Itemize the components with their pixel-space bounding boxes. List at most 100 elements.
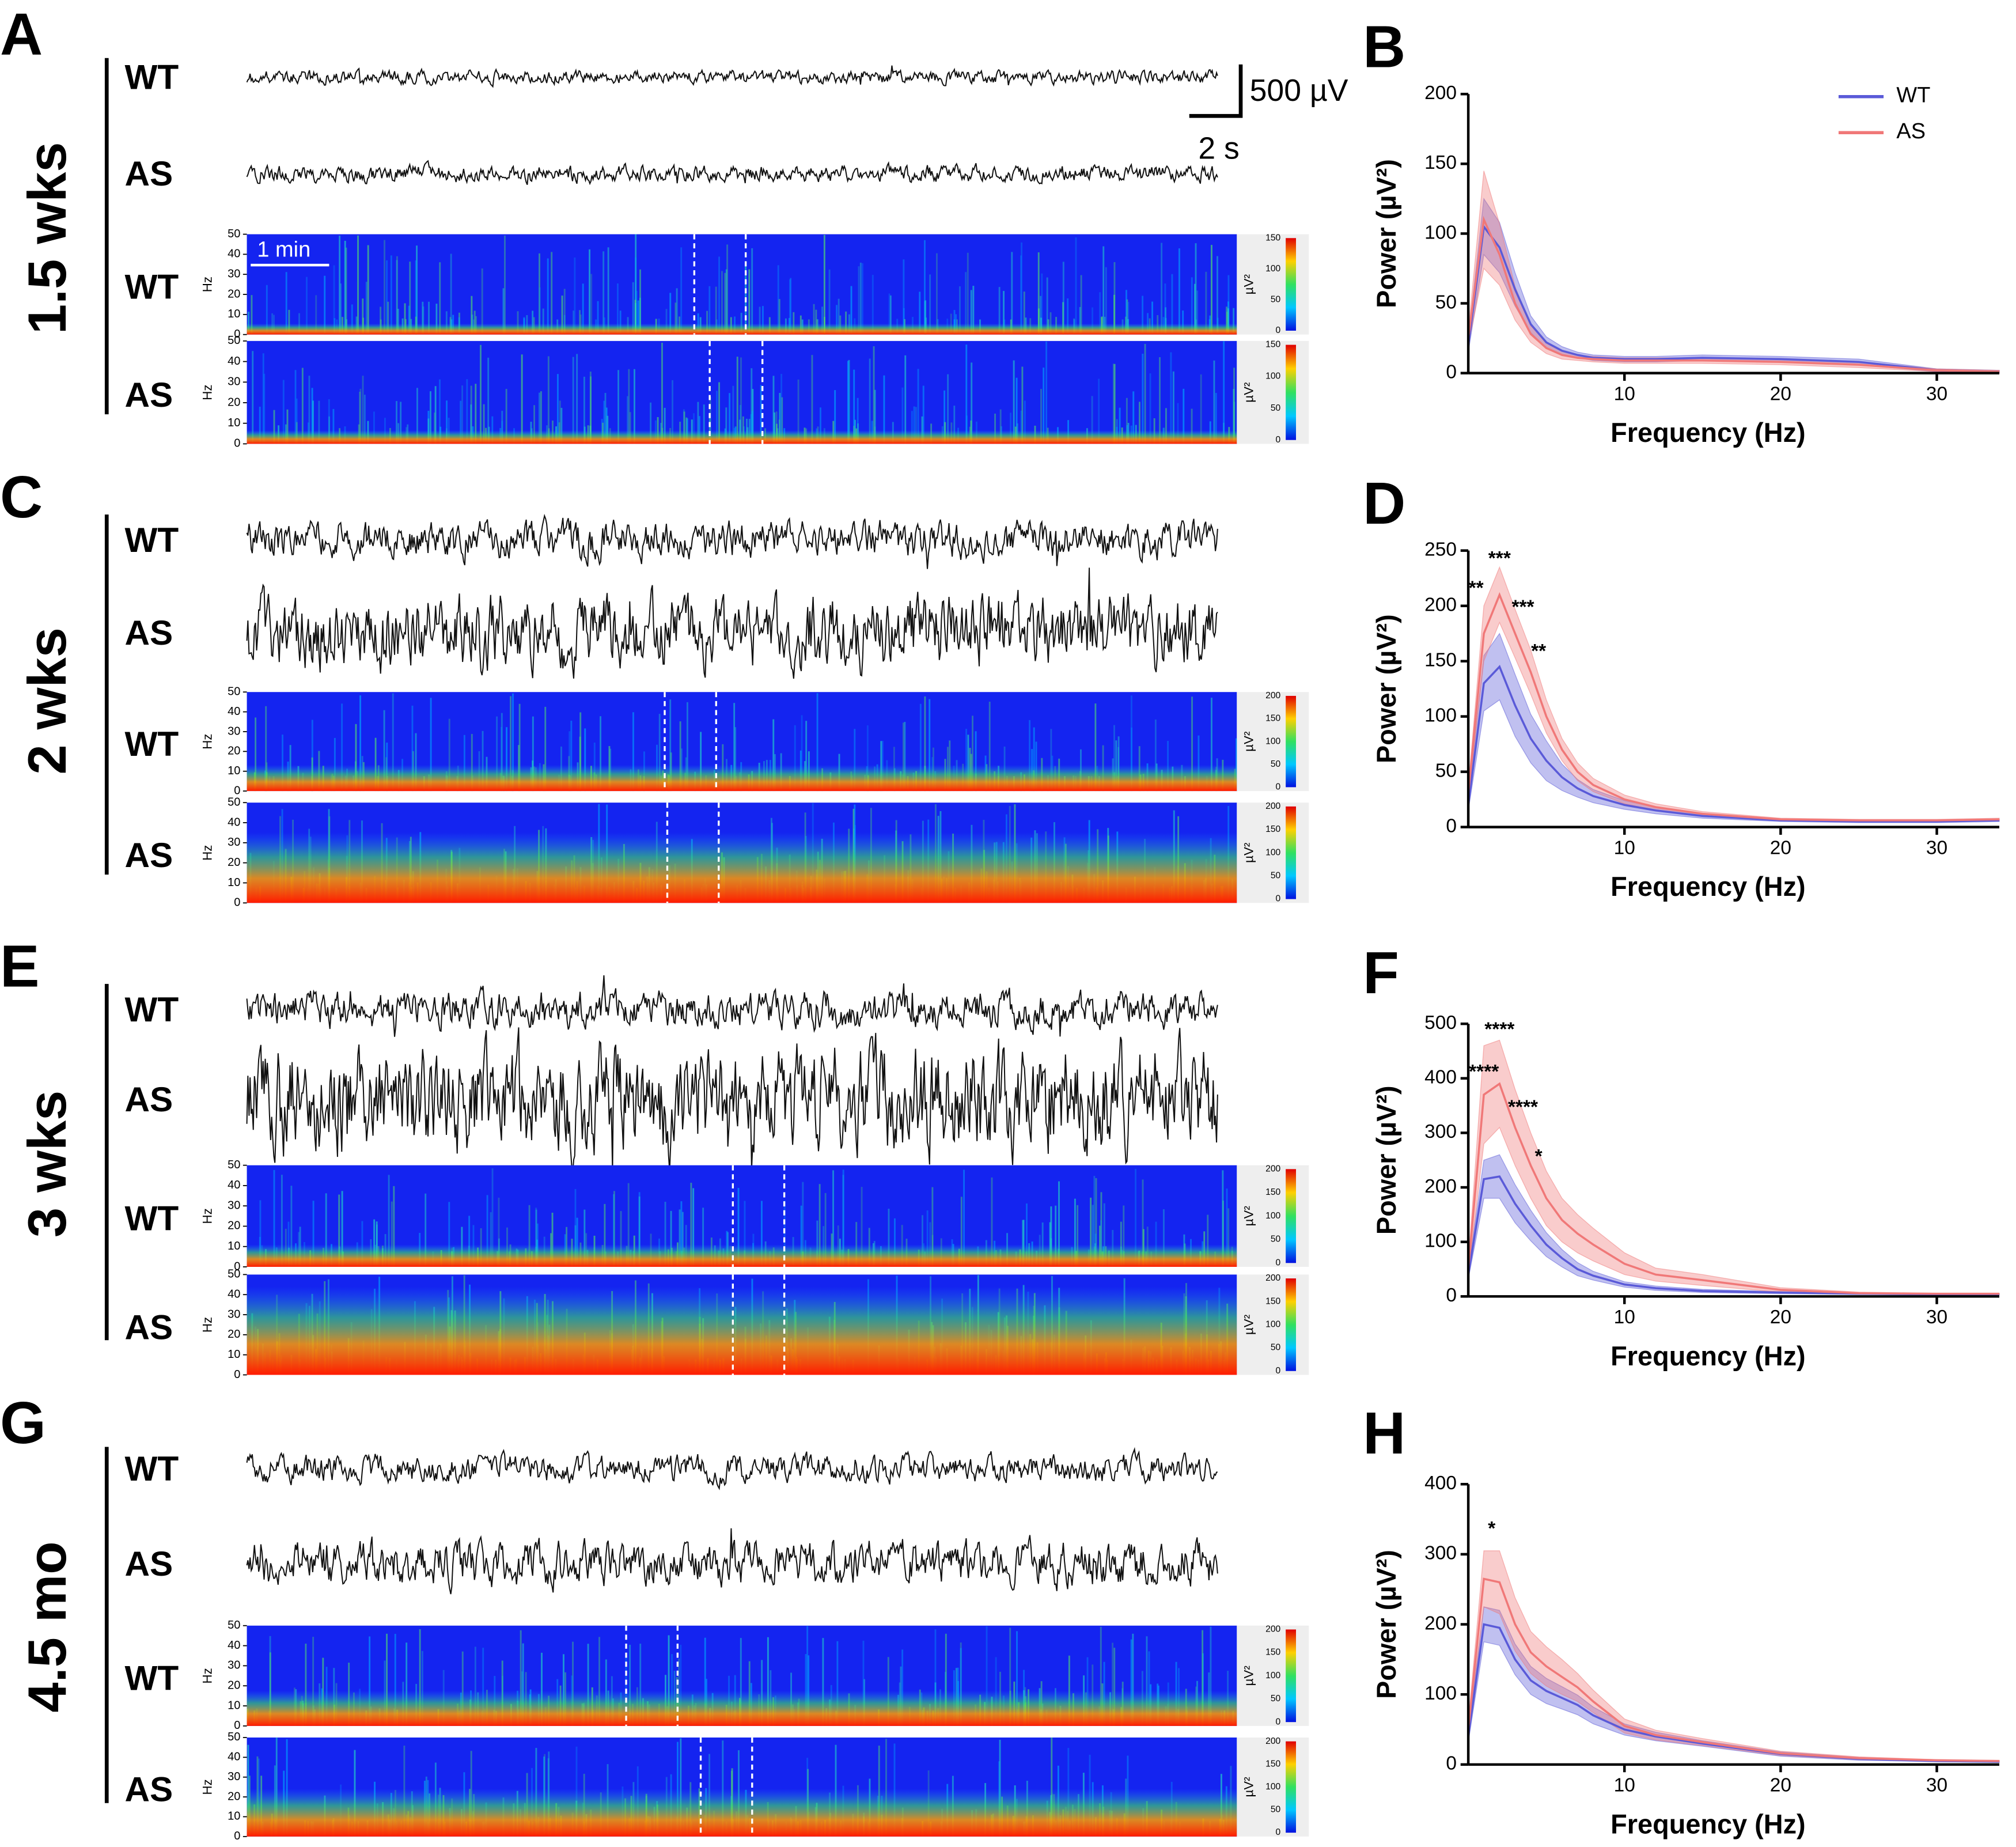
series-line	[1467, 224, 2000, 373]
colorbar-tick-label: 0	[1276, 1827, 1281, 1837]
spectrogram-streak	[1178, 248, 1180, 335]
spectrogram-streak	[392, 693, 394, 792]
spectrogram-streak	[853, 369, 855, 444]
trace-label: WT	[125, 520, 179, 559]
spectrogram-streak	[1040, 296, 1042, 335]
spectrogram-streak	[806, 1626, 809, 1726]
spectrogram-streak	[409, 262, 411, 335]
spectrogram-streak	[589, 371, 592, 444]
x-tick-label: 20	[1770, 383, 1791, 404]
spectrogram-streak	[1130, 1639, 1132, 1726]
spectrogram-streak	[502, 288, 505, 335]
spectrogram-streak	[1033, 727, 1035, 792]
y-tick-label: 10	[228, 876, 240, 889]
spectrogram-streak	[1207, 1214, 1209, 1267]
significance: ****	[1508, 1097, 1538, 1118]
spectrogram-streak	[251, 295, 253, 335]
spectrogram-streak	[572, 1641, 574, 1726]
spectrogram-streak	[676, 288, 678, 335]
spectrogram-streak	[1211, 698, 1212, 792]
x-tick-label: 30	[1926, 837, 1947, 858]
spectrogram-streak	[373, 411, 375, 444]
spectrogram-streak	[1183, 388, 1185, 444]
spectrogram-streak	[924, 240, 926, 335]
spectrogram-streak	[874, 389, 876, 444]
spectrogram-streak	[429, 391, 431, 444]
spectrogram-streak	[498, 1197, 500, 1267]
spectrogram-label: AS	[125, 1307, 173, 1346]
spectrogram-streak	[811, 355, 813, 444]
eeg-trace	[246, 513, 1218, 569]
spectrogram-streak	[725, 269, 727, 335]
spectrogram-streak	[1074, 1198, 1076, 1267]
spectrogram	[247, 340, 1237, 444]
series-line	[1467, 592, 2000, 822]
spectrogram-streak	[636, 290, 638, 335]
spectrogram-streak	[679, 721, 681, 792]
panel-letter: G	[0, 1390, 46, 1456]
spectrogram-streak	[510, 696, 511, 792]
y-tick-label: 200	[1424, 82, 1457, 104]
spectrogram-streak	[1112, 364, 1115, 444]
y-tick-label: 20	[228, 396, 240, 408]
y-tick-label: 0	[234, 437, 240, 450]
colorbar-tick-label: 200	[1265, 1625, 1280, 1634]
y-tick-label: 250	[1424, 539, 1457, 561]
spectrogram-streak	[967, 252, 969, 335]
spectrogram-streak	[341, 703, 343, 792]
spectrogram-streak	[563, 289, 566, 335]
spectrogram-streak	[295, 398, 298, 444]
spectrogram-streak	[311, 388, 313, 444]
spectrogram-streak	[1092, 1205, 1094, 1267]
spectrogram-streak	[1022, 1220, 1025, 1267]
y-tick-label: 0	[234, 328, 240, 340]
spectrogram-streak	[1094, 703, 1097, 792]
y-tick-label: 30	[228, 1659, 240, 1672]
colorbar-label: µV²	[1242, 1206, 1256, 1226]
spectrogram-streak	[603, 400, 605, 444]
spectrogram-streak	[627, 1183, 630, 1267]
spectrogram-streak	[965, 272, 967, 335]
spectrogram-streak	[1151, 301, 1154, 335]
spectrogram-streak	[805, 721, 808, 792]
colorbar-label: µV²	[1242, 383, 1256, 403]
spectrogram-streak	[924, 696, 926, 792]
spectrogram-streak	[1037, 252, 1040, 335]
colorbar-tick-label: 0	[1276, 894, 1281, 904]
spectrogram-streak	[1123, 1205, 1125, 1267]
spectrogram-streak	[1021, 242, 1022, 335]
spectrogram-streak	[396, 256, 398, 335]
spectrogram-streak	[671, 1654, 673, 1726]
spectrogram-streak	[605, 407, 608, 444]
y-tick-label: 10	[228, 417, 240, 429]
spectrogram-streak	[505, 389, 507, 444]
spectrogram-streak	[259, 406, 261, 444]
spectrogram-streak	[561, 296, 563, 335]
error-band	[1468, 633, 2000, 823]
y-tick-label: 20	[228, 287, 240, 300]
spectrogram-streak	[991, 1177, 993, 1267]
spectrogram-streak	[547, 258, 549, 335]
spectrogram-streak	[1144, 343, 1146, 444]
spectrogram-streak	[708, 286, 711, 335]
y-tick-label: 0	[1446, 361, 1457, 383]
spectrogram-label: WT	[125, 1199, 179, 1238]
spectrogram-streak	[857, 398, 859, 444]
spectrogram-streak	[325, 1193, 327, 1267]
spectrogram-streak	[1213, 360, 1215, 444]
spectrogram-streak	[1009, 1628, 1011, 1726]
spectrogram-streak	[338, 1194, 340, 1267]
spectrogram-streak	[1226, 306, 1228, 335]
spectrogram-streak	[1016, 1631, 1018, 1726]
y-tick-label: 150	[1424, 649, 1457, 671]
y-tick-label: 0	[234, 784, 240, 797]
y-tick-label: 20	[228, 1679, 240, 1692]
spectrogram-streak	[607, 415, 609, 444]
spectrogram-streak	[698, 416, 700, 444]
axis-label: Hz	[200, 1668, 214, 1683]
spectrogram-streak	[262, 353, 264, 444]
spectrogram-streak	[842, 1169, 844, 1267]
spectrogram-streak	[1026, 1203, 1028, 1267]
spectrogram-streak	[1131, 727, 1133, 792]
spectrogram-streak	[1098, 379, 1100, 444]
